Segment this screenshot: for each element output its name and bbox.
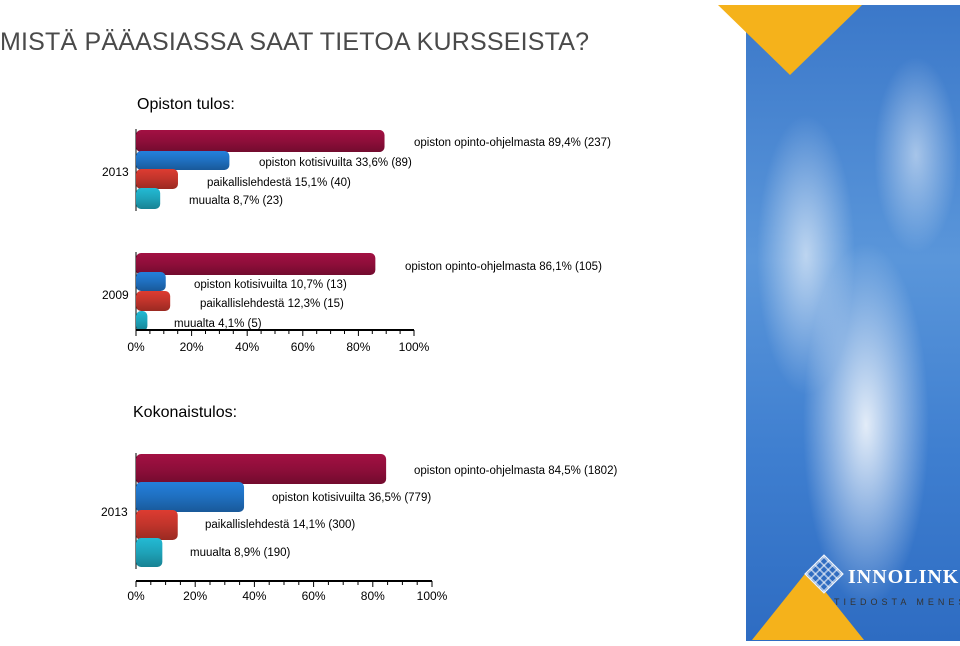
data-label: opiston opinto-ohjelmasta 86,1% (105) (405, 261, 602, 273)
x-tick-label: 80% (361, 589, 385, 603)
data-label: opiston opinto-ohjelmasta 89,4% (237) (414, 137, 611, 149)
sky-photo (746, 5, 960, 641)
bar-paikallislehdest- (136, 510, 178, 540)
data-label: muualta 8,7% (23) (189, 195, 283, 207)
bar-muualta (136, 188, 161, 209)
bar-muualta (136, 538, 163, 567)
x-tick-label: 100% (399, 340, 430, 354)
bar-opiston-kotisivuilta (136, 272, 166, 291)
data-label: opiston kotisivuilta 10,7% (13) (194, 279, 347, 291)
x-tick-label: 60% (291, 340, 315, 354)
category-label: 2009 (102, 288, 129, 302)
x-tick-label: 0% (127, 589, 145, 603)
decor-triangle-top (718, 5, 862, 75)
x-tick-label: 80% (346, 340, 370, 354)
data-label: paikallislehdestä 12,3% (15) (200, 298, 344, 310)
x-tick-label: 40% (235, 340, 259, 354)
innolink-logo: INNOLINK TIEDOSTA MENESTYS (800, 554, 960, 612)
data-label: muualta 8,9% (190) (190, 547, 291, 559)
bar-charts: 2013 opiston opinto-ohjelmasta 89,4% (237… (101, 129, 617, 603)
logo-tagline: TIEDOSTA MENESTYS (834, 597, 960, 607)
chart-title-opiston: Opiston tulos: (137, 96, 235, 113)
x-tick-label: 40% (242, 589, 266, 603)
chart-title-kokonais: Kokonaistulos: (133, 404, 238, 421)
x-tick-label: 100% (417, 589, 448, 603)
x-tick-label: 20% (183, 589, 207, 603)
innolink-logo-icon (804, 554, 844, 594)
x-tick-label: 0% (127, 340, 145, 354)
data-label: opiston opinto-ohjelmasta 84,5% (1802) (414, 465, 617, 477)
bar-muualta (136, 311, 148, 331)
data-label: muualta 4,1% (5) (174, 318, 262, 330)
bar-opiston-opinto-ohjelmasta (136, 253, 376, 275)
data-label: paikallislehdestä 15,1% (40) (207, 177, 351, 189)
logo-name: INNOLINK (848, 566, 960, 588)
x-tick-label: 60% (302, 589, 326, 603)
data-label: opiston kotisivuilta 33,6% (89) (259, 157, 412, 169)
page-title: MISTÄ PÄÄASIASSA SAAT TIETOA KURSSEISTA? (0, 28, 590, 56)
bar-paikallislehdest- (136, 169, 178, 189)
bar-opiston-kotisivuilta (136, 482, 245, 512)
data-label: paikallislehdestä 14,1% (300) (205, 519, 355, 531)
data-label: opiston kotisivuilta 36,5% (779) (272, 492, 431, 504)
bar-opiston-kotisivuilta (136, 151, 230, 170)
bar-paikallislehdest- (136, 291, 171, 311)
x-tick-label: 20% (180, 340, 204, 354)
bar-opiston-opinto-ohjelmasta (136, 130, 385, 152)
category-label: 2013 (101, 505, 128, 519)
bar-opiston-opinto-ohjelmasta (136, 454, 387, 484)
category-label: 2013 (102, 165, 129, 179)
decor-triangle-bottom (752, 570, 864, 640)
